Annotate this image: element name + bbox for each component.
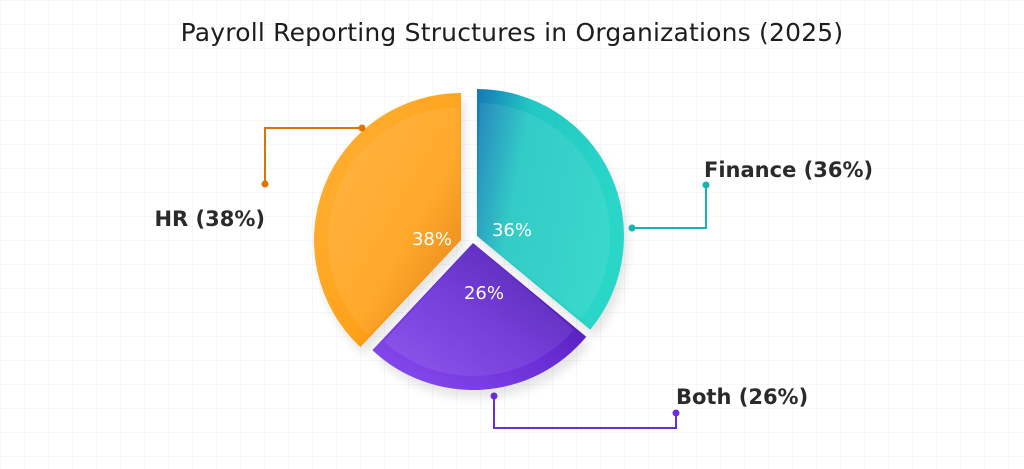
callout-dot-hr-2 (261, 180, 269, 188)
slice-label-finance: 36% (492, 220, 532, 241)
pie-slice-both (372, 243, 587, 390)
callout-line-finance (632, 185, 707, 229)
pie-slice-finance (477, 89, 624, 330)
slice-highlight-hr (328, 107, 461, 336)
slice-highlight-finance (477, 103, 611, 319)
chart-title: Payroll Reporting Structures in Organiza… (180, 18, 844, 47)
callout-dot-hr-1 (358, 124, 366, 132)
callout-line-both (493, 396, 677, 429)
callout-label-hr: HR (38%) (154, 207, 265, 231)
callout-dot-finance-1 (628, 224, 636, 232)
slice-label-both: 26% (464, 283, 504, 304)
callout-dot-both-2 (672, 409, 680, 417)
callout-line-hr (264, 127, 362, 184)
slice-label-hr: 38% (412, 229, 452, 250)
callout-dot-finance-2 (702, 181, 710, 189)
slice-highlight-both (383, 243, 574, 376)
callout-label-finance: Finance (36%) (704, 158, 873, 182)
pie-slice-hr (314, 92, 461, 348)
callout-dot-both-1 (490, 392, 498, 400)
callout-label-both: Both (26%) (676, 385, 808, 409)
